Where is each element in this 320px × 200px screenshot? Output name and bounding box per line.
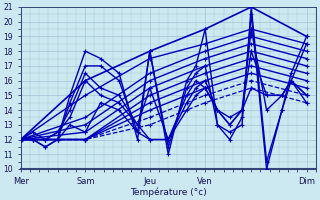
X-axis label: Température (°c): Température (°c) [130,187,207,197]
